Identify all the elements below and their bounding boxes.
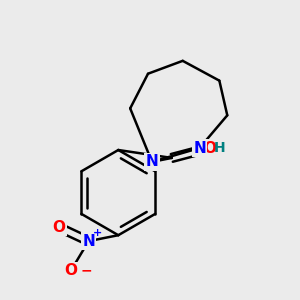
Text: N: N	[193, 140, 206, 155]
Text: N: N	[146, 154, 158, 169]
Text: −: −	[81, 264, 92, 278]
Text: O: O	[203, 140, 216, 155]
Text: +: +	[93, 228, 102, 238]
Text: H: H	[213, 141, 225, 155]
Text: O: O	[52, 220, 65, 235]
Text: O: O	[64, 263, 77, 278]
Text: N: N	[82, 234, 95, 249]
